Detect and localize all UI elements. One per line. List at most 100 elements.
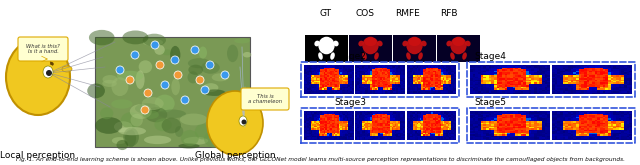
Bar [526,69,529,71]
Bar [413,134,415,136]
Bar [608,66,611,68]
Bar [392,124,394,126]
Bar [381,138,383,140]
Bar [494,86,497,88]
Bar [373,89,376,91]
Bar [613,119,616,121]
Bar [422,82,424,84]
Bar [372,122,374,124]
Bar [629,65,632,66]
Bar [537,130,540,131]
Bar [398,73,400,75]
Bar [344,121,346,123]
Bar [508,125,510,127]
Bar [309,79,311,81]
Bar [345,88,347,90]
Bar [431,78,433,80]
Bar [470,118,473,120]
Bar [540,70,542,72]
Bar [410,131,412,133]
Bar [406,88,408,90]
Bar [429,127,431,128]
Bar [370,78,372,80]
Bar [415,131,417,133]
Bar [441,72,443,74]
Bar [537,121,540,123]
Bar [321,89,323,91]
Bar [492,111,494,113]
Bar [445,81,447,82]
Bar [324,130,326,131]
Bar [616,121,619,123]
Bar [377,125,379,127]
Bar [350,114,352,115]
Bar [473,82,476,84]
Bar [573,70,576,72]
Bar [529,138,532,140]
Circle shape [221,71,229,79]
Bar [499,68,502,69]
Bar [431,112,433,114]
Bar [443,65,445,66]
Ellipse shape [170,46,180,64]
Bar [317,114,319,115]
Bar [425,118,427,120]
Bar [448,85,450,87]
Bar [470,135,473,137]
Bar [426,66,428,68]
Bar [481,75,484,77]
Bar [443,85,445,87]
Bar [307,124,309,126]
Bar [380,131,382,133]
Bar [425,73,427,75]
Bar [373,86,376,88]
Bar [540,88,542,90]
Bar [624,115,627,117]
Bar [347,132,349,134]
Bar [322,91,324,93]
Bar [448,81,450,82]
Bar [372,137,374,139]
Bar [605,122,608,124]
Bar [605,89,608,91]
Bar [398,127,400,128]
Bar [557,86,560,88]
Bar [436,66,438,68]
Bar [307,91,309,93]
Bar [362,128,364,130]
Bar [385,66,387,68]
Bar [534,85,537,87]
Bar [518,115,521,117]
Bar [364,134,365,136]
Bar [560,135,563,137]
Bar [605,130,608,131]
Bar [557,135,560,137]
Bar [385,137,387,139]
Bar [345,115,347,117]
Bar [613,130,616,131]
Bar [348,75,350,77]
Bar [454,116,456,118]
Bar [560,125,563,127]
Bar [304,72,306,74]
Bar [497,124,500,126]
Bar [587,81,589,82]
Bar [392,132,394,134]
Bar [369,82,371,84]
Bar [358,81,360,82]
Bar [415,73,417,75]
Bar [327,92,329,94]
Bar [448,121,450,123]
Bar [428,75,430,77]
Bar [377,111,379,113]
Bar [352,135,354,137]
Bar [425,115,427,117]
Bar [589,111,592,113]
Bar [393,138,395,140]
Bar [309,127,311,128]
Bar [518,124,521,126]
Bar [364,114,365,115]
Bar [627,135,630,137]
Bar [524,85,526,87]
Bar [385,130,387,131]
